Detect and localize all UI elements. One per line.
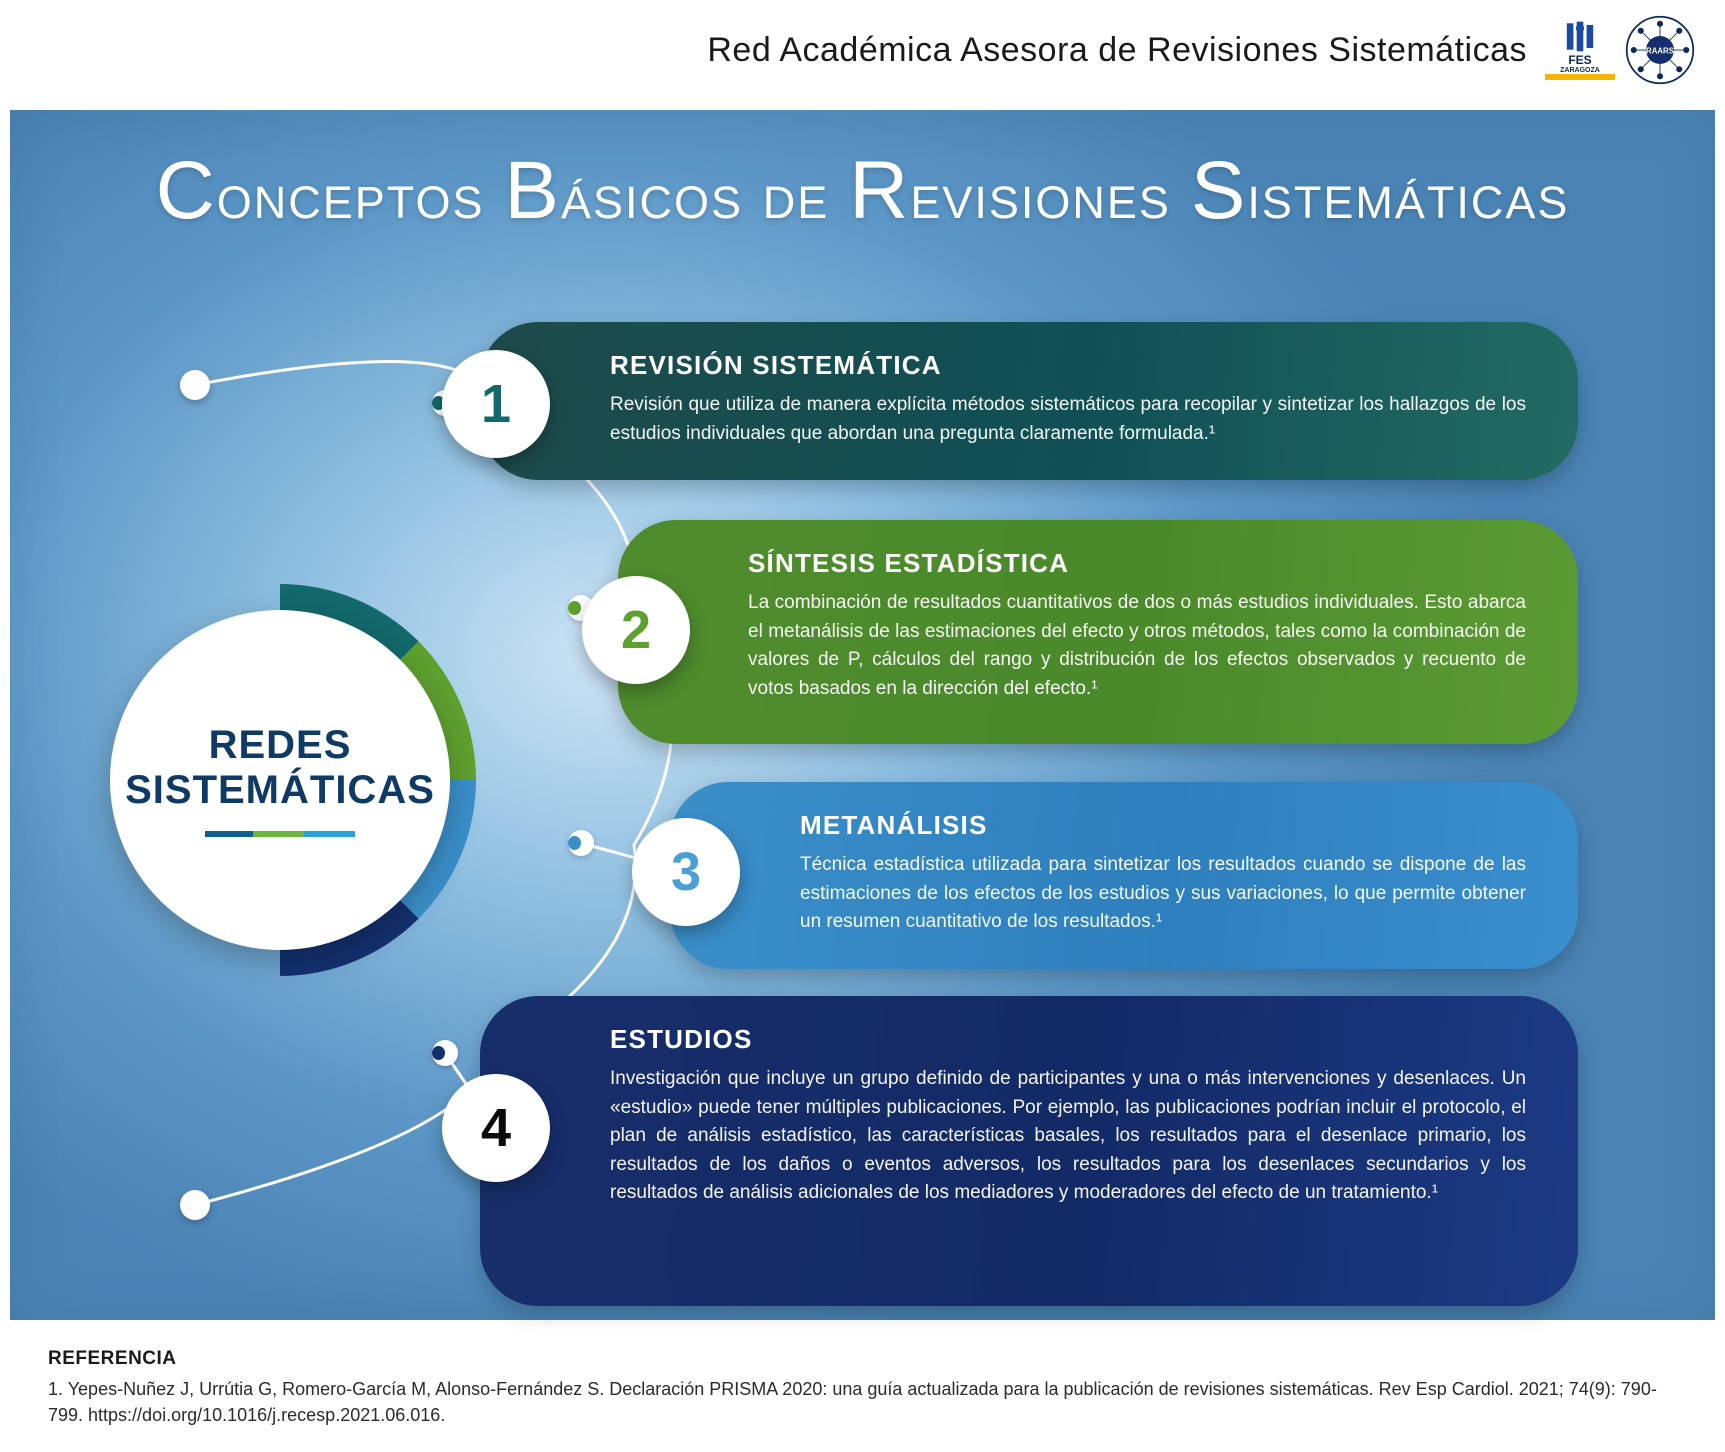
center-label-1: REDES <box>209 723 352 768</box>
raars-text: RAARS <box>1646 47 1674 56</box>
connector-node-4 <box>432 1040 458 1066</box>
header-title: Red Académica Asesora de Revisiones Sist… <box>707 31 1527 70</box>
number-badge-4: 4 <box>442 1074 550 1182</box>
concept-card-2: SÍNTESIS ESTADÍSTICA La combinación de re… <box>618 520 1578 744</box>
fes-logo-icon <box>1563 20 1597 53</box>
card-body-2: La combinación de resultados cuantitativ… <box>748 589 1526 703</box>
card-title-2: SÍNTESIS ESTADÍSTICA <box>748 548 1526 579</box>
logo-group: FES ZARAGOZA RAARS <box>1545 15 1695 85</box>
card-title-1: REVISIÓN SISTEMÁTICA <box>610 350 1526 381</box>
card-title-3: METANÁLISIS <box>800 810 1526 841</box>
number-badge-3: 3 <box>632 818 740 926</box>
number-badge-2: 2 <box>582 576 690 684</box>
card-body-1: Revisión que utiliza de manera explícita… <box>610 391 1526 448</box>
fes-label-2: ZARAGOZA <box>1560 67 1600 74</box>
center-circle: REDES SISTEMÁTICAS <box>110 610 450 950</box>
connector-node-3 <box>568 830 594 856</box>
concept-card-3: METANÁLISIS Técnica estadística utilizada… <box>670 782 1578 969</box>
number-badge-1: 1 <box>442 350 550 458</box>
center-label-2: SISTEMÁTICAS <box>125 768 435 813</box>
card-title-4: ESTUDIOS <box>610 1024 1526 1055</box>
card-body-4: Investigación que incluye un grupo defin… <box>610 1065 1526 1208</box>
fes-logo: FES ZARAGOZA <box>1545 20 1615 80</box>
fes-label-1: FES <box>1568 53 1591 67</box>
end-node-2 <box>180 1190 210 1220</box>
concept-card-1: REVISIÓN SISTEMÁTICA Revisión que utiliza… <box>480 322 1578 480</box>
end-node-1 <box>180 370 210 400</box>
raars-logo-icon: RAARS <box>1625 15 1695 85</box>
page-header: Red Académica Asesora de Revisiones Sist… <box>0 0 1725 100</box>
concept-card-4: ESTUDIOS Investigación que incluye un gru… <box>480 996 1578 1306</box>
reference-heading: REFERENCIA <box>48 1348 1677 1370</box>
reference-section: REFERENCIA 1. Yepes-Nuñez J, Urrútia G, … <box>0 1330 1725 1452</box>
main-title: Conceptos Básicos de Revisiones Sistemát… <box>10 110 1715 238</box>
infographic-panel: Conceptos Básicos de Revisiones Sistemát… <box>10 110 1715 1320</box>
card-body-3: Técnica estadística utilizada para sinte… <box>800 851 1526 937</box>
center-underline <box>205 831 355 837</box>
reference-text: 1. Yepes-Nuñez J, Urrútia G, Romero-Garc… <box>48 1376 1677 1428</box>
